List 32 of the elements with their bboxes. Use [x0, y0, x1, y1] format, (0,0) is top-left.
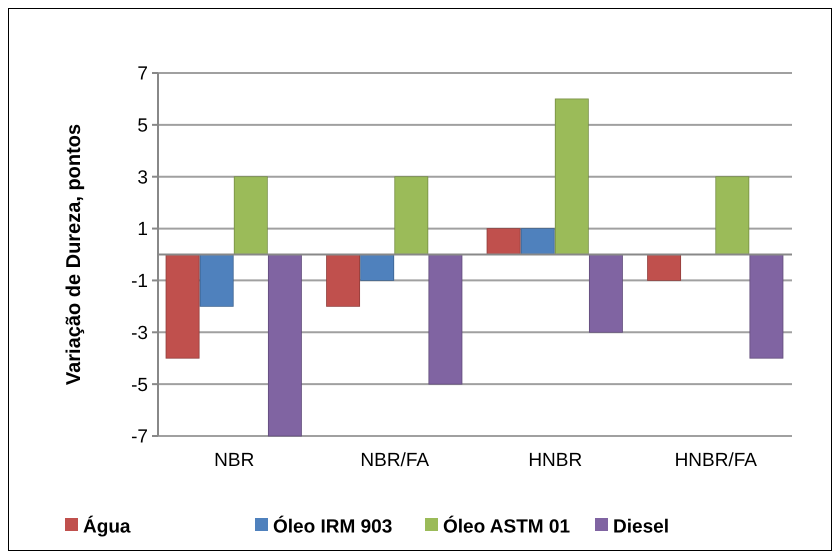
bar [588, 254, 623, 333]
bar [749, 254, 784, 359]
y-tick-label: -3 [131, 322, 148, 344]
bar [486, 228, 521, 255]
bar [394, 176, 428, 255]
bar [268, 254, 302, 436]
bar [715, 176, 750, 255]
y-tick-label: 3 [137, 167, 148, 188]
bar [554, 98, 589, 255]
y-axis-title: Variação de Dureza, pontos [63, 124, 85, 386]
bar [200, 254, 234, 307]
x-tick-label: HNBR/FA [674, 450, 758, 471]
legend-label: Óleo ASTM 01 [443, 516, 570, 538]
y-tick-label: -7 [131, 426, 148, 448]
x-tick-label: NBR/FA [360, 450, 430, 471]
y-tick-label: -5 [131, 374, 148, 396]
bar [234, 176, 268, 255]
bar [360, 254, 394, 281]
legend-label: Diesel [613, 516, 669, 538]
bar [428, 254, 462, 385]
y-tick-label: 5 [137, 116, 148, 137]
y-tick-label: 7 [137, 64, 148, 85]
y-tick-label: 1 [137, 219, 148, 240]
bar [520, 228, 555, 255]
bar [647, 254, 682, 281]
bar [326, 254, 360, 307]
bar [166, 254, 200, 359]
legend-label: Óleo IRM 903 [273, 516, 392, 538]
x-tick-label: HNBR [528, 450, 582, 471]
legend-label: Água [83, 516, 131, 538]
y-tick-label: -1 [131, 271, 148, 292]
x-tick-label: NBR [214, 450, 254, 471]
